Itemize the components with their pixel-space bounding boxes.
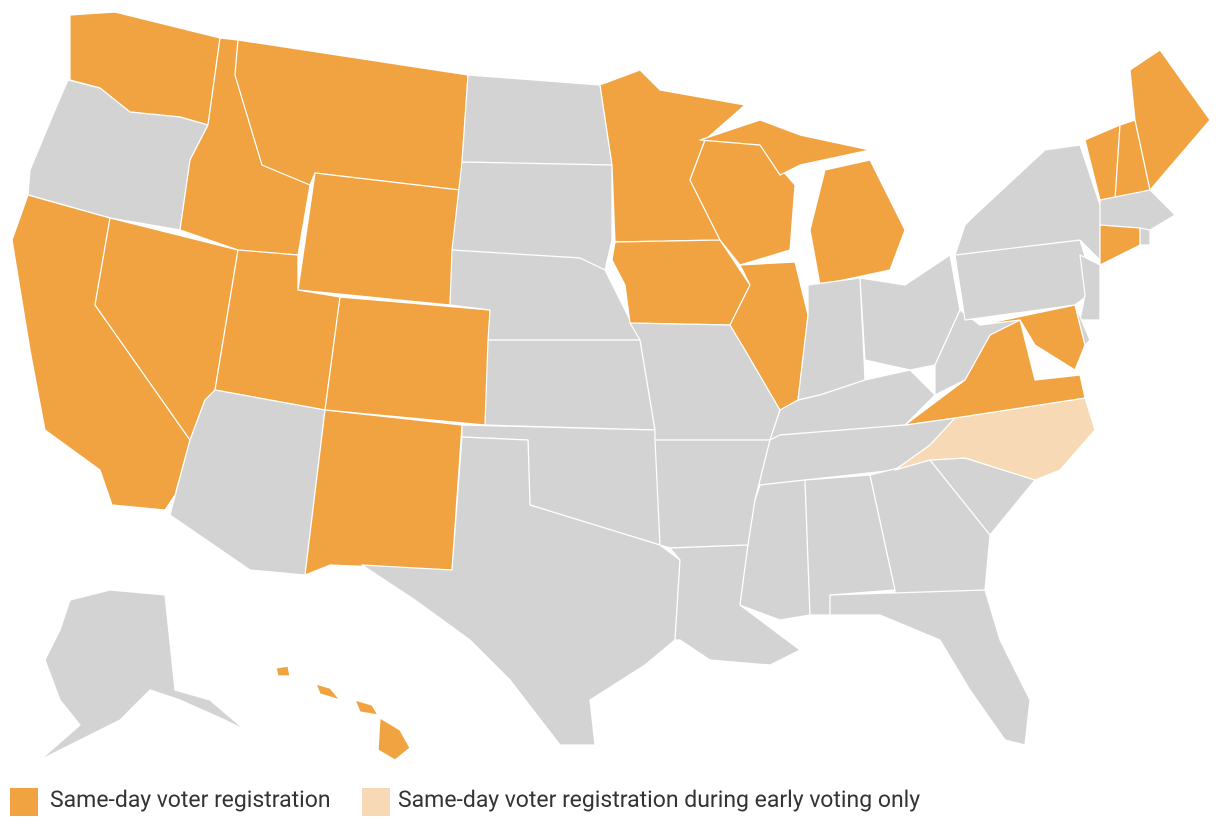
state — [1139, 227, 1151, 246]
state — [377, 717, 411, 761]
state — [611, 239, 751, 326]
legend-label: Same-day voter registration during early… — [398, 786, 920, 813]
states — [11, 11, 1211, 761]
state — [1129, 49, 1211, 191]
state — [361, 436, 681, 746]
state — [797, 277, 866, 401]
state — [894, 397, 1096, 481]
state — [1099, 189, 1176, 231]
state — [1074, 304, 1091, 346]
state — [297, 172, 461, 306]
legend-label: Same-day voter registration — [50, 786, 331, 813]
state — [324, 296, 491, 426]
state — [699, 119, 871, 176]
state — [829, 589, 1031, 746]
state — [304, 409, 463, 576]
state — [1099, 224, 1141, 266]
state — [484, 339, 656, 431]
state — [315, 683, 341, 701]
state — [275, 665, 291, 677]
state — [461, 74, 613, 166]
legend-swatch — [362, 788, 390, 816]
state — [1079, 254, 1101, 321]
legend-swatch — [10, 788, 38, 816]
state — [234, 39, 469, 191]
state — [809, 159, 906, 286]
state — [354, 699, 379, 716]
state — [769, 369, 936, 441]
state — [39, 589, 246, 761]
